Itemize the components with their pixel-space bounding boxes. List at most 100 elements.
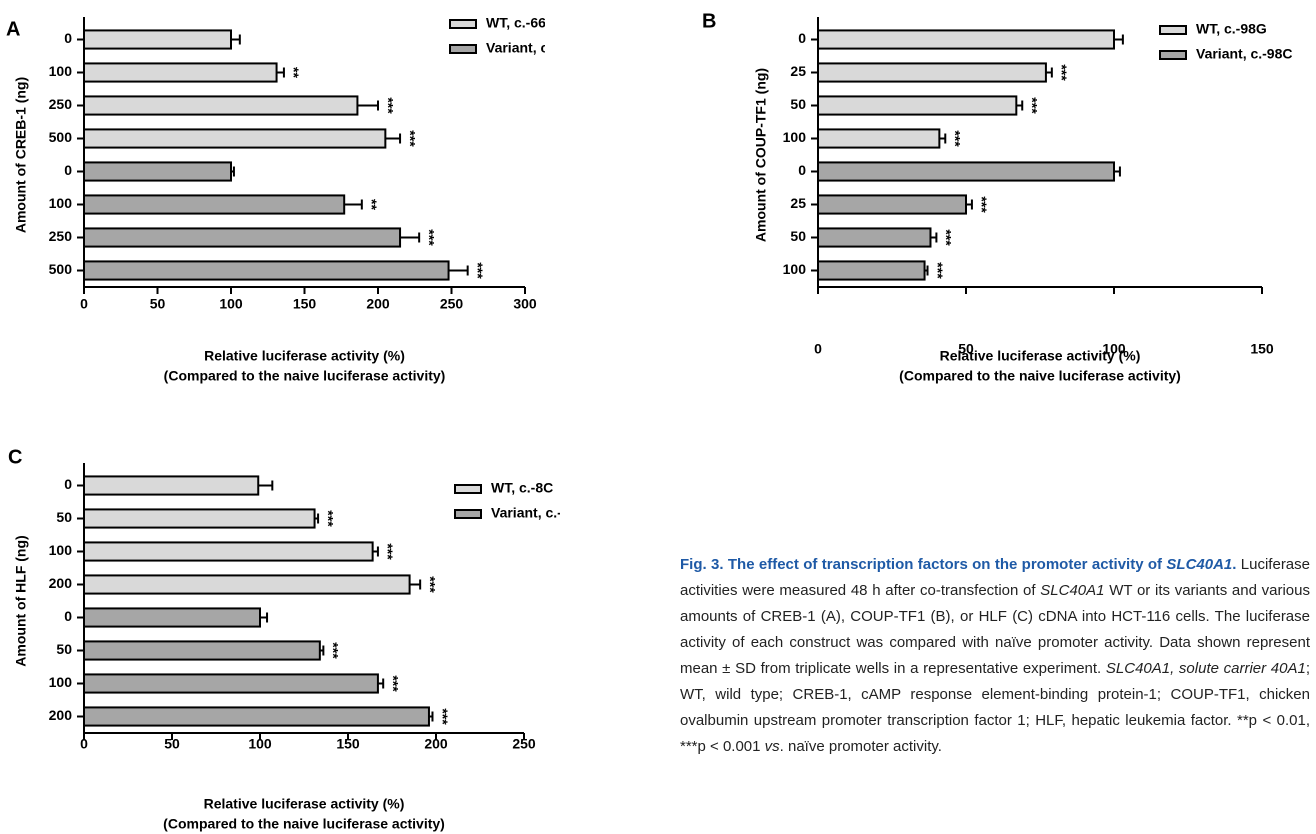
x-tick-label: 200: [366, 296, 390, 312]
bar: [83, 475, 260, 496]
legend-swatch: [1159, 50, 1187, 60]
y-tick-label: 250: [49, 228, 73, 244]
y-tick-label: 50: [56, 509, 72, 525]
bar: [83, 706, 430, 727]
x-tick-label: 0: [80, 736, 88, 752]
caption-text: ; WT, wild type; CREB-1, cAMP response e…: [680, 660, 1310, 755]
x-axis-label: Relative luciferase activity (%): [940, 348, 1141, 364]
y-tick-label: 50: [56, 641, 72, 657]
x-tick-label: 50: [958, 341, 974, 357]
x-tick-label: 300: [513, 296, 537, 312]
bar: [83, 161, 232, 182]
caption-text: vs: [764, 738, 780, 755]
significance-label: ***: [1025, 97, 1041, 114]
caption-text: SLC40A1, solute carrier 40A1: [1105, 660, 1306, 677]
significance-label: ***: [326, 642, 342, 659]
y-axis-label: Amount of CREB-1 (ng): [13, 77, 29, 233]
legend-label: WT, c.-8C: [491, 480, 553, 496]
bar: [83, 227, 402, 248]
bar: [83, 673, 379, 694]
bar: [817, 128, 941, 149]
significance-label: **: [364, 199, 380, 210]
legend-swatch: [454, 509, 482, 519]
panel-label: A: [6, 18, 20, 40]
legend-label: Variant, c.-662T: [486, 40, 545, 56]
bar: [817, 95, 1018, 116]
y-tick-label: 25: [790, 63, 806, 79]
y-tick-label: 50: [790, 228, 806, 244]
x-axis-label: (Compared to the naive luciferase activi…: [899, 368, 1181, 384]
chart: A 0 50 100 150 200 250 300 0 100 250 500 0 100 250 500 *…: [6, 15, 545, 384]
caption-text: SLC40A1: [1040, 582, 1105, 599]
caption-text: Luciferase activities were measured 48 h…: [680, 556, 1310, 599]
y-tick-label: 0: [64, 30, 72, 46]
x-tick-label: 50: [164, 736, 180, 752]
bar: [817, 161, 1115, 182]
y-tick-label: 0: [798, 162, 806, 178]
legend-swatch: [449, 44, 477, 54]
x-tick-label: 200: [424, 736, 448, 752]
significance-label: ***: [1054, 64, 1070, 81]
significance-label: ***: [974, 196, 990, 213]
x-tick-label: 150: [293, 296, 317, 312]
legend-label: WT, c.-662C: [486, 15, 545, 31]
caption-text: .: [1232, 556, 1237, 573]
y-tick-label: 0: [64, 162, 72, 178]
significance-label: ***: [470, 262, 486, 279]
bar: [817, 260, 926, 281]
y-tick-label: 250: [49, 96, 73, 112]
x-tick-label: 100: [219, 296, 243, 312]
bar: [83, 194, 346, 215]
y-tick-label: 50: [790, 96, 806, 112]
y-tick-label: 200: [49, 575, 73, 591]
x-tick-label: 50: [150, 296, 166, 312]
bar: [83, 62, 278, 83]
legend-label: WT, c.-98G: [1196, 21, 1267, 37]
x-axis-label: (Compared to the naive luciferase activi…: [163, 816, 445, 832]
y-tick-label: 500: [49, 261, 73, 277]
caption-text: . naïve promoter activity.: [779, 738, 942, 755]
legend-swatch: [1159, 25, 1187, 35]
y-tick-label: 100: [783, 129, 807, 145]
y-axis-label: Amount of COUP-TF1 (ng): [753, 68, 769, 242]
x-tick-label: 250: [440, 296, 464, 312]
caption-text: Fig. 3. The effect of transcription fact…: [680, 556, 1167, 573]
y-axis-label: Amount of HLF (ng): [13, 535, 29, 666]
significance-label: ***: [948, 130, 964, 147]
significance-label: ***: [402, 130, 418, 147]
legend-label: Variant, c.-8G: [491, 505, 560, 521]
significance-label: **: [286, 67, 302, 78]
caption: Fig. 3. The effect of transcription fact…: [680, 552, 1310, 760]
significance-label: ***: [320, 510, 336, 527]
legend-swatch: [454, 484, 482, 494]
bar: [83, 640, 321, 661]
bar: [83, 95, 359, 116]
y-tick-label: 100: [783, 261, 807, 277]
bar: [817, 29, 1115, 50]
y-tick-label: 100: [49, 63, 73, 79]
significance-label: ***: [380, 97, 396, 114]
y-tick-label: 100: [49, 195, 73, 211]
bar: [817, 194, 967, 215]
y-tick-label: 0: [798, 30, 806, 46]
y-tick-label: 0: [64, 608, 72, 624]
chart: B 0 50 100 150 0 25 50 100 0 25 50 100 *** *** *** WT, c…: [702, 10, 1293, 384]
caption-text: SLC40A1: [1166, 556, 1233, 573]
significance-label: ***: [421, 229, 437, 246]
y-tick-label: 25: [790, 195, 806, 211]
x-axis-label: Relative luciferase activity (%): [204, 348, 405, 364]
x-tick-label: 0: [814, 341, 822, 357]
significance-label: ***: [385, 675, 401, 692]
legend-label: Variant, c.-98C: [1196, 46, 1293, 62]
bar: [83, 260, 450, 281]
bar: [83, 29, 232, 50]
bar: [817, 227, 932, 248]
bar: [83, 574, 411, 595]
bar: [83, 541, 374, 562]
bar: [83, 508, 316, 529]
significance-label: ***: [939, 229, 955, 246]
y-tick-label: 200: [49, 707, 73, 723]
y-tick-label: 0: [64, 476, 72, 492]
panel-label: C: [8, 446, 22, 468]
